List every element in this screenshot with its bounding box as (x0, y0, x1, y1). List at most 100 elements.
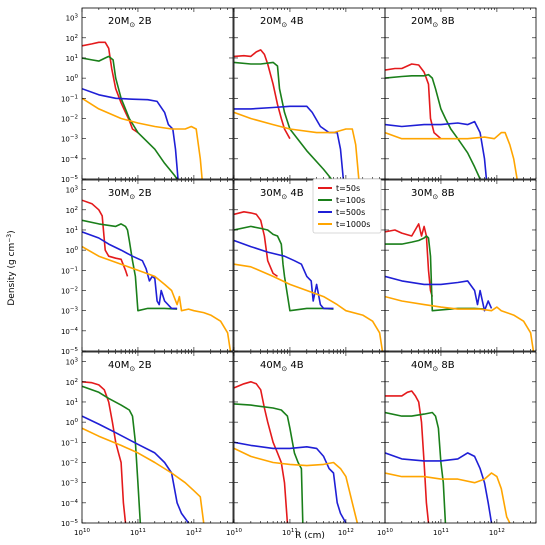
legend-entry: t=500s (336, 208, 365, 217)
panel-6: 30M⊙ 8B (384, 179, 537, 352)
panel-title: 20M⊙ 2B (108, 16, 152, 29)
series-line-3 (234, 239, 334, 310)
legend: t=50s t=100s t=500s t=1000s (312, 178, 382, 234)
y-tick-label: 103 (66, 358, 79, 367)
series-line-3 (234, 105, 345, 179)
y-tick-label: 10−5 (61, 175, 79, 184)
series-line-4 (234, 111, 360, 179)
series-line-4 (385, 295, 535, 351)
y-tick-label: 10−2 (61, 458, 78, 467)
panel-2: 20M⊙ 4B (233, 7, 386, 180)
y-tick-label: 100 (66, 418, 79, 427)
y-tick-label: 102 (66, 378, 78, 387)
series-line-2 (385, 73, 481, 179)
legend-entry: t=1000s (336, 220, 370, 229)
x-tick-label: 1010 (226, 528, 242, 537)
series-line-4 (234, 447, 359, 523)
y-tick-label: 10−4 (61, 155, 79, 164)
series-line-3 (82, 415, 190, 523)
panel-title: 30M⊙ 4B (260, 188, 304, 201)
series-line-1 (82, 41, 139, 134)
panel-frame (384, 7, 537, 180)
panel-7: 40M⊙ 2B10310210110010−110−210−310−410−51… (61, 351, 234, 537)
series-line-2 (385, 411, 447, 523)
y-tick-label: 10−3 (61, 307, 79, 316)
y-tick-label: 100 (66, 74, 79, 83)
series-line-3 (234, 441, 347, 523)
panel-title: 20M⊙ 8B (411, 16, 455, 29)
x-tick-label: 1011 (130, 528, 146, 537)
y-tick-label: 10−2 (61, 286, 78, 295)
panel-title: 40M⊙ 4B (260, 360, 304, 373)
panel-frame (81, 179, 234, 352)
y-tick-label: 101 (66, 398, 78, 407)
series-line-3 (385, 452, 493, 523)
panel-1: 20M⊙ 2B 103 102 101 100 10−1 10−2 10−3 10−4 10−5 (61, 7, 234, 184)
series-line-4 (385, 472, 511, 523)
series-line-1 (385, 63, 442, 140)
series-line-2 (82, 219, 178, 312)
series-line-2 (234, 61, 333, 179)
panel-frame (81, 7, 234, 180)
panel-3: 20M⊙ 8B (384, 7, 537, 180)
series-line-1 (82, 381, 127, 523)
series-line-2 (385, 235, 485, 312)
series-line-1 (234, 211, 278, 278)
panel-9: 40M⊙ 8B 1010 1011 1012 (377, 351, 537, 537)
y-tick-label: 10−1 (61, 266, 78, 275)
y-tick-label: 10−4 (61, 327, 79, 336)
panel-4: 30M⊙ 2B 103 102 101 100 10−1 10−2 10−3 10−4 10−5 (61, 179, 234, 356)
y-tick-label: 100 (66, 246, 79, 255)
y-tick-label: 10−1 (61, 94, 78, 103)
series-line-2 (82, 385, 142, 523)
series-line-1 (234, 49, 291, 140)
y-tick-label: 102 (66, 34, 78, 43)
legend-entry: t=50s (336, 184, 360, 193)
y-tick-label: 102 (66, 206, 78, 215)
series-line-1 (385, 223, 434, 297)
series-line-3 (385, 120, 488, 179)
panel-frame (81, 351, 234, 524)
panel-title: 20M⊙ 4B (260, 16, 304, 29)
legend-box (312, 178, 382, 234)
y-tick-label: 103 (66, 186, 79, 195)
y-tick-label: 10−3 (61, 135, 79, 144)
x-tick-label: 1011 (282, 528, 298, 537)
series-line-4 (82, 245, 232, 351)
series-line-4 (82, 427, 205, 523)
panel-title: 30M⊙ 8B (411, 188, 455, 201)
series-line-3 (82, 87, 179, 179)
y-tick-label: 10−1 (61, 438, 78, 447)
y-tick-label: 10−4 (61, 499, 79, 508)
panel-frame (233, 351, 386, 524)
x-tick-label: 1012 (489, 528, 505, 537)
series-line-1 (82, 199, 129, 277)
legend-entry: t=100s (336, 196, 365, 205)
series-line-1 (385, 390, 430, 523)
x-tick-label: 1010 (377, 528, 393, 537)
panel-frame (384, 179, 537, 352)
y-axis-label: Density (g cm−3) (6, 230, 17, 305)
series-line-1 (234, 381, 289, 523)
x-axis-label: R (cm) (295, 531, 325, 541)
y-tick-label: 10−3 (61, 479, 79, 488)
series-line-2 (234, 225, 334, 312)
y-tick-label: 10−5 (61, 347, 79, 356)
panel-title: 30M⊙ 2B (108, 188, 152, 201)
series-line-4 (82, 97, 203, 179)
panel-title: 40M⊙ 8B (411, 360, 455, 373)
panel-title: 40M⊙ 2B (108, 360, 152, 373)
series-line-2 (82, 55, 178, 179)
series-line-3 (82, 231, 178, 310)
y-tick-label: 10−5 (61, 519, 79, 528)
x-tick-label: 1011 (433, 528, 449, 537)
x-tick-label: 1012 (186, 528, 202, 537)
series-line-4 (234, 263, 384, 351)
x-tick-label: 1010 (74, 528, 90, 537)
y-tick-label: 101 (66, 226, 78, 235)
y-tick-label: 10−2 (61, 114, 78, 123)
panel-8: 40M⊙ 4B 1010 1011 1012 (226, 351, 386, 537)
y-tick-label: 101 (66, 54, 78, 63)
series-line-3 (385, 275, 493, 312)
